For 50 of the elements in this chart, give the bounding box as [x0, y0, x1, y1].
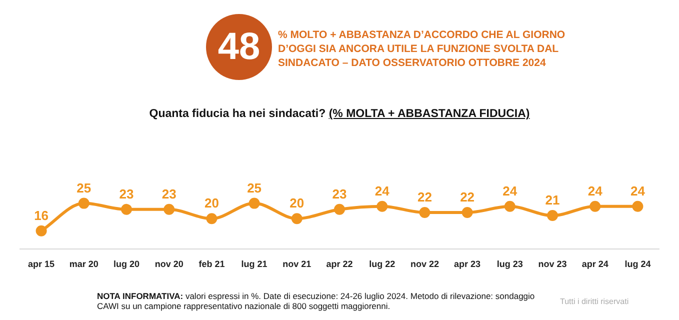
data-label: 25: [247, 180, 262, 196]
data-label: 24: [588, 183, 604, 198]
x-tick-label: nov 20: [154, 259, 184, 270]
point: [376, 200, 388, 212]
point: [547, 210, 558, 222]
x-tick-label: mar 20: [69, 259, 98, 270]
x-tick-label: apr 23: [454, 259, 481, 270]
x-tick-label: apr 22: [326, 259, 353, 270]
text: Tutti i diritti riservati: [560, 297, 629, 306]
text: % MOLTO + ABBASTANZA D’ACCORDO CHE AL GIORNO D’OGGI SIA ANCORA UTILE LA FUNZIONE SVOLTA DAL SINDACATO – DATO OSSERVATORIO OTTOBRE 2024: [278, 28, 566, 70]
point: [419, 206, 430, 218]
point: [36, 225, 47, 236]
x-tick-label: lug 22: [369, 259, 396, 270]
point: [334, 204, 345, 215]
data-label: 20: [290, 196, 304, 211]
x-tick-label: apr 15: [28, 259, 55, 270]
data-label: 23: [332, 186, 347, 202]
x-tick-label: lug 20: [113, 259, 140, 270]
point: [78, 198, 90, 209]
x-tick-label: lug 23: [496, 259, 523, 270]
point: [291, 213, 302, 224]
x-tick-label: feb 21: [198, 259, 225, 270]
x-tick-label: apr 24: [582, 259, 608, 270]
point: [462, 206, 473, 218]
data-label: 22: [417, 190, 432, 205]
data-label: 24: [630, 183, 646, 198]
data-label: 22: [460, 190, 475, 205]
x-tick-label: nov 22: [410, 259, 439, 270]
point: [504, 200, 516, 212]
data-label: 16: [34, 208, 49, 223]
data-label: 23: [162, 186, 176, 202]
point: [590, 200, 601, 212]
data-label: 20: [204, 196, 219, 211]
x-tick-label: nov 23: [538, 259, 567, 270]
data-label: 24: [502, 183, 518, 198]
point: [164, 204, 175, 215]
text: NOTA INFORMATIVA: valori espressi in %. Date di esecuzione: 24-26 luglio 2024. Metodo di rilevazione: sondaggio CAWI su un campione rappresentativo nazionale di 800 soggetti maggiorenni.: [97, 291, 536, 311]
chart-subtitle: (% MOLTA + ABBASTANZA FIDUCIA): [328, 108, 530, 120]
point: [206, 213, 218, 224]
data-label: 25: [76, 180, 92, 196]
x-tick-label: nov 21: [282, 259, 312, 270]
chart-title: Quanta fiducia ha nei sindacati?: [149, 108, 326, 120]
data-label: 24: [374, 183, 390, 198]
data-label: 23: [119, 186, 134, 202]
point: [248, 198, 260, 209]
data-label: 21: [545, 192, 560, 208]
x-tick-label: lug 24: [624, 259, 651, 270]
point: [121, 204, 132, 215]
x-tick-label: lug 21: [241, 259, 268, 270]
point: [632, 200, 644, 212]
